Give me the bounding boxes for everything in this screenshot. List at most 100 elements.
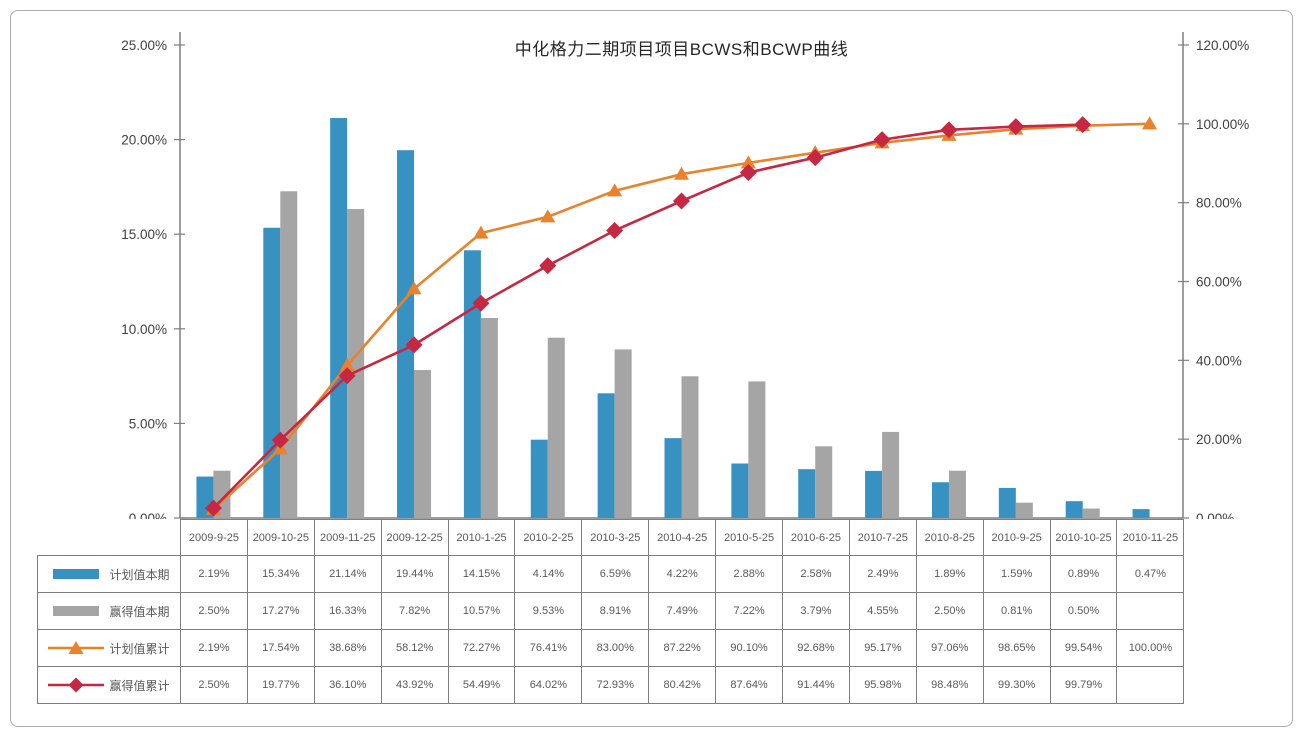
value-cell: 43.92% (380, 666, 449, 704)
value-cell: 72.93% (581, 666, 650, 704)
triangle-marker-icon (540, 209, 556, 223)
right-axis-tick-label: 20.00% (1196, 432, 1242, 447)
value-cell: 15.34% (246, 555, 315, 593)
diamond-marker-icon (338, 367, 356, 385)
value-cell: 7.22% (715, 592, 784, 630)
value-cell: 38.68% (313, 629, 382, 667)
left-axis-tick-label: 20.00% (121, 133, 167, 148)
value-cell: 99.54% (1049, 629, 1118, 667)
diamond-marker-icon (539, 257, 557, 275)
triangle-marker-icon (339, 358, 355, 372)
value-cell: 7.82% (380, 592, 449, 630)
line-earned-cumulative (212, 123, 1083, 510)
value-cell: 76.41% (514, 629, 583, 667)
bar-earned-current (414, 370, 432, 518)
bar-earned-current (614, 349, 632, 518)
value-cell: 95.98% (848, 666, 917, 704)
chart-title: 中化格力二期项目项目BCWS和BCWP曲线 (514, 40, 849, 59)
value-cell: 14.15% (447, 555, 516, 593)
right-axis-tick-label: 0.00% (1196, 511, 1234, 519)
right-axis-tick-label: 60.00% (1196, 275, 1242, 290)
value-cell: 99.30% (982, 666, 1051, 704)
legend-item: 赢得值本期 (39, 603, 180, 620)
bar-planned-current (597, 393, 615, 518)
table-row: 赢得值本期 2.50% 17.27% 16.33% 7.82% 10.57% 9.53% 8.… (37, 592, 1185, 630)
diamond-marker-icon (606, 222, 624, 240)
diamond-marker-icon (873, 131, 891, 149)
bar-planned-current (330, 118, 348, 519)
value-cell: 97.06% (915, 629, 984, 667)
value-cell: 2.19% (180, 629, 248, 667)
bar-earned-current (815, 446, 833, 518)
value-cell: 2.50% (180, 666, 248, 704)
data-table: 2009-9-25 2009-10-25 2009-11-25 2009-12-25 2… (37, 519, 1185, 704)
value-cell: 7.49% (648, 592, 717, 630)
date-header-cell: 2010-1-25 (447, 519, 516, 556)
date-header-cell: 2010-11-25 (1116, 519, 1185, 556)
date-header-cell: 2010-10-25 (1049, 519, 1118, 556)
value-cell: 4.14% (514, 555, 583, 593)
bar-planned-current (664, 438, 682, 518)
bar-planned-current (263, 227, 281, 518)
bar-planned-current (865, 470, 883, 518)
right-axis-tick-label: 120.00% (1196, 38, 1249, 53)
bar-planned-current (463, 250, 481, 519)
value-cell: 2.88% (715, 555, 784, 593)
value-cell: 16.33% (313, 592, 382, 630)
date-header-cell: 2009-10-25 (246, 519, 315, 556)
table-corner-cell (38, 520, 181, 556)
date-header-cell: 2010-3-25 (581, 519, 650, 556)
bar-earned-current (748, 381, 766, 518)
bar-earned-current (280, 191, 298, 519)
value-cell (1116, 666, 1185, 704)
right-axis-tick-label: 100.00% (1196, 117, 1249, 132)
date-header-cell: 2010-5-25 (715, 519, 784, 556)
bar-earned-current (347, 209, 365, 518)
value-cell: 80.42% (648, 666, 717, 704)
legend-cell: 赢得值本期 (37, 592, 181, 630)
triangle-marker-icon (674, 166, 689, 180)
value-cell: 0.89% (1049, 555, 1118, 593)
bar-planned-current (998, 487, 1016, 518)
legend-cell: 计划值累计 (37, 629, 181, 667)
value-cell: 87.22% (648, 629, 717, 667)
date-header-cell: 2010-6-25 (782, 519, 850, 556)
diamond-marker-icon (940, 121, 958, 139)
value-cell: 90.10% (715, 629, 784, 667)
bar-earned-current (948, 470, 966, 518)
bar-planned-current (798, 469, 816, 518)
value-cell: 4.22% (648, 555, 717, 593)
value-cell: 100.00% (1116, 629, 1185, 667)
triangle-marker-icon (406, 281, 422, 295)
diamond-marker-icon (405, 336, 423, 354)
table-row: 赢得值累计 2.50% 19.77% 36.10% 43.92% 54.49% 64.02%… (37, 666, 1185, 704)
diamond-marker-icon (271, 431, 289, 449)
bar-earned-current (480, 318, 498, 518)
value-cell: 0.81% (982, 592, 1051, 630)
value-cell: 58.12% (380, 629, 449, 667)
value-cell: 19.77% (246, 666, 315, 704)
right-axis-tick-label: 80.00% (1196, 196, 1242, 211)
bar-earned-current (1015, 502, 1033, 518)
date-header-cell: 2010-2-25 (514, 519, 583, 556)
legend-label: 赢得值本期 (109, 604, 170, 619)
value-cell: 54.49% (447, 666, 516, 704)
legend-item: 计划值本期 (39, 566, 180, 583)
left-axis-tick-label: 10.00% (121, 322, 167, 337)
right-axis-tick-label: 40.00% (1196, 353, 1242, 368)
value-cell (1116, 592, 1185, 630)
date-header-cell: 2010-7-25 (848, 519, 917, 556)
bar-swatch-icon (53, 569, 100, 579)
legend-label: 计划值本期 (109, 567, 170, 582)
value-cell: 83.00% (581, 629, 650, 667)
date-header-cell: 2009-11-25 (313, 519, 382, 556)
value-cell: 4.55% (848, 592, 917, 630)
value-cell: 2.50% (180, 592, 248, 630)
triangle-marker-icon (740, 155, 756, 169)
date-header-cell: 2010-4-25 (648, 519, 717, 556)
left-axis-tick-label: 15.00% (121, 227, 167, 242)
diamond-marker-icon (472, 294, 490, 312)
triangle-marker-icon (1142, 116, 1158, 130)
legend-item: 赢得值累计 (39, 677, 180, 694)
